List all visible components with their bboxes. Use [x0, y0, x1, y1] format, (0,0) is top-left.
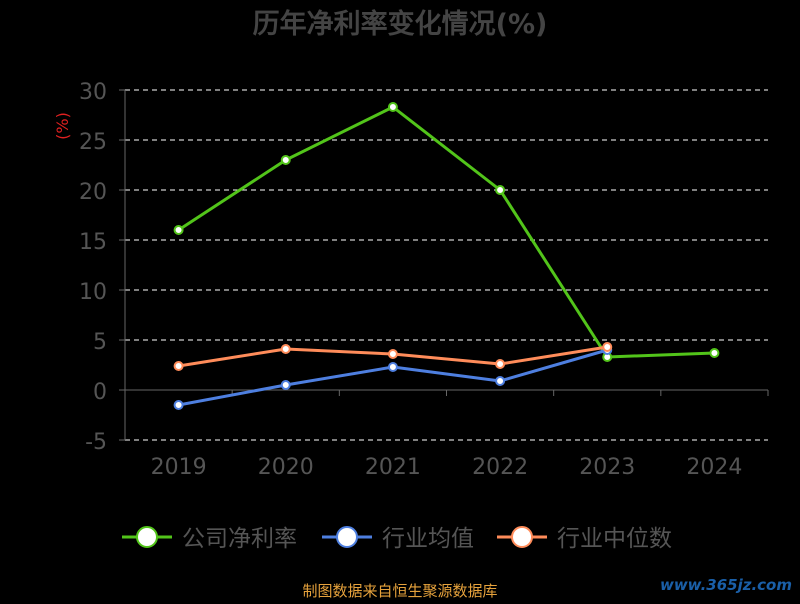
- legend-item[interactable]: 公司净利率: [122, 526, 297, 552]
- y-tick-label: -5: [85, 430, 107, 455]
- legend-item[interactable]: 行业均值: [322, 526, 474, 552]
- data-point: [496, 360, 504, 368]
- chart-title: 历年净利率变化情况(%): [253, 8, 548, 40]
- data-point: [603, 343, 611, 351]
- series-line: [179, 107, 715, 357]
- data-point: [282, 381, 290, 389]
- y-tick-label: 25: [79, 130, 107, 155]
- legend-label: 行业均值: [382, 526, 474, 552]
- y-tick-label: 10: [79, 280, 107, 305]
- x-tick-label: 2023: [579, 455, 635, 480]
- series-1: [175, 103, 719, 361]
- y-tick-label: 20: [79, 180, 107, 205]
- data-point: [175, 226, 183, 234]
- legend-swatch-marker: [512, 527, 532, 547]
- data-point: [496, 186, 504, 194]
- data-point: [175, 401, 183, 409]
- y-tick-label: 0: [93, 380, 107, 405]
- data-point: [282, 156, 290, 164]
- x-tick-label: 2020: [258, 455, 314, 480]
- data-point: [710, 349, 718, 357]
- data-point: [389, 363, 397, 371]
- data-point: [282, 345, 290, 353]
- x-tick-label: 2021: [365, 455, 421, 480]
- legend-item[interactable]: 行业中位数: [497, 526, 672, 552]
- x-tick-label: 2019: [151, 455, 207, 480]
- legend-label: 公司净利率: [182, 526, 297, 552]
- data-point: [389, 350, 397, 358]
- watermark-text: www.365jz.com: [660, 576, 792, 594]
- y-axis-label: (%): [53, 112, 72, 140]
- grid: [125, 90, 768, 440]
- data-point: [175, 362, 183, 370]
- x-tick-label: 2024: [686, 455, 742, 480]
- legend-label: 行业中位数: [557, 526, 672, 552]
- x-tick-label: 2022: [472, 455, 528, 480]
- data-point: [389, 103, 397, 111]
- y-tick-label: 30: [79, 80, 107, 105]
- data-source-note: 制图数据来自恒生聚源数据库: [302, 582, 497, 600]
- legend-swatch-marker: [337, 527, 357, 547]
- y-tick-label: 15: [79, 230, 107, 255]
- legend-swatch-marker: [137, 527, 157, 547]
- series-layer: [175, 103, 719, 409]
- y-tick-label: 5: [93, 330, 107, 355]
- data-point: [496, 377, 504, 385]
- legend: 公司净利率 行业均值 行业中位数: [122, 526, 672, 552]
